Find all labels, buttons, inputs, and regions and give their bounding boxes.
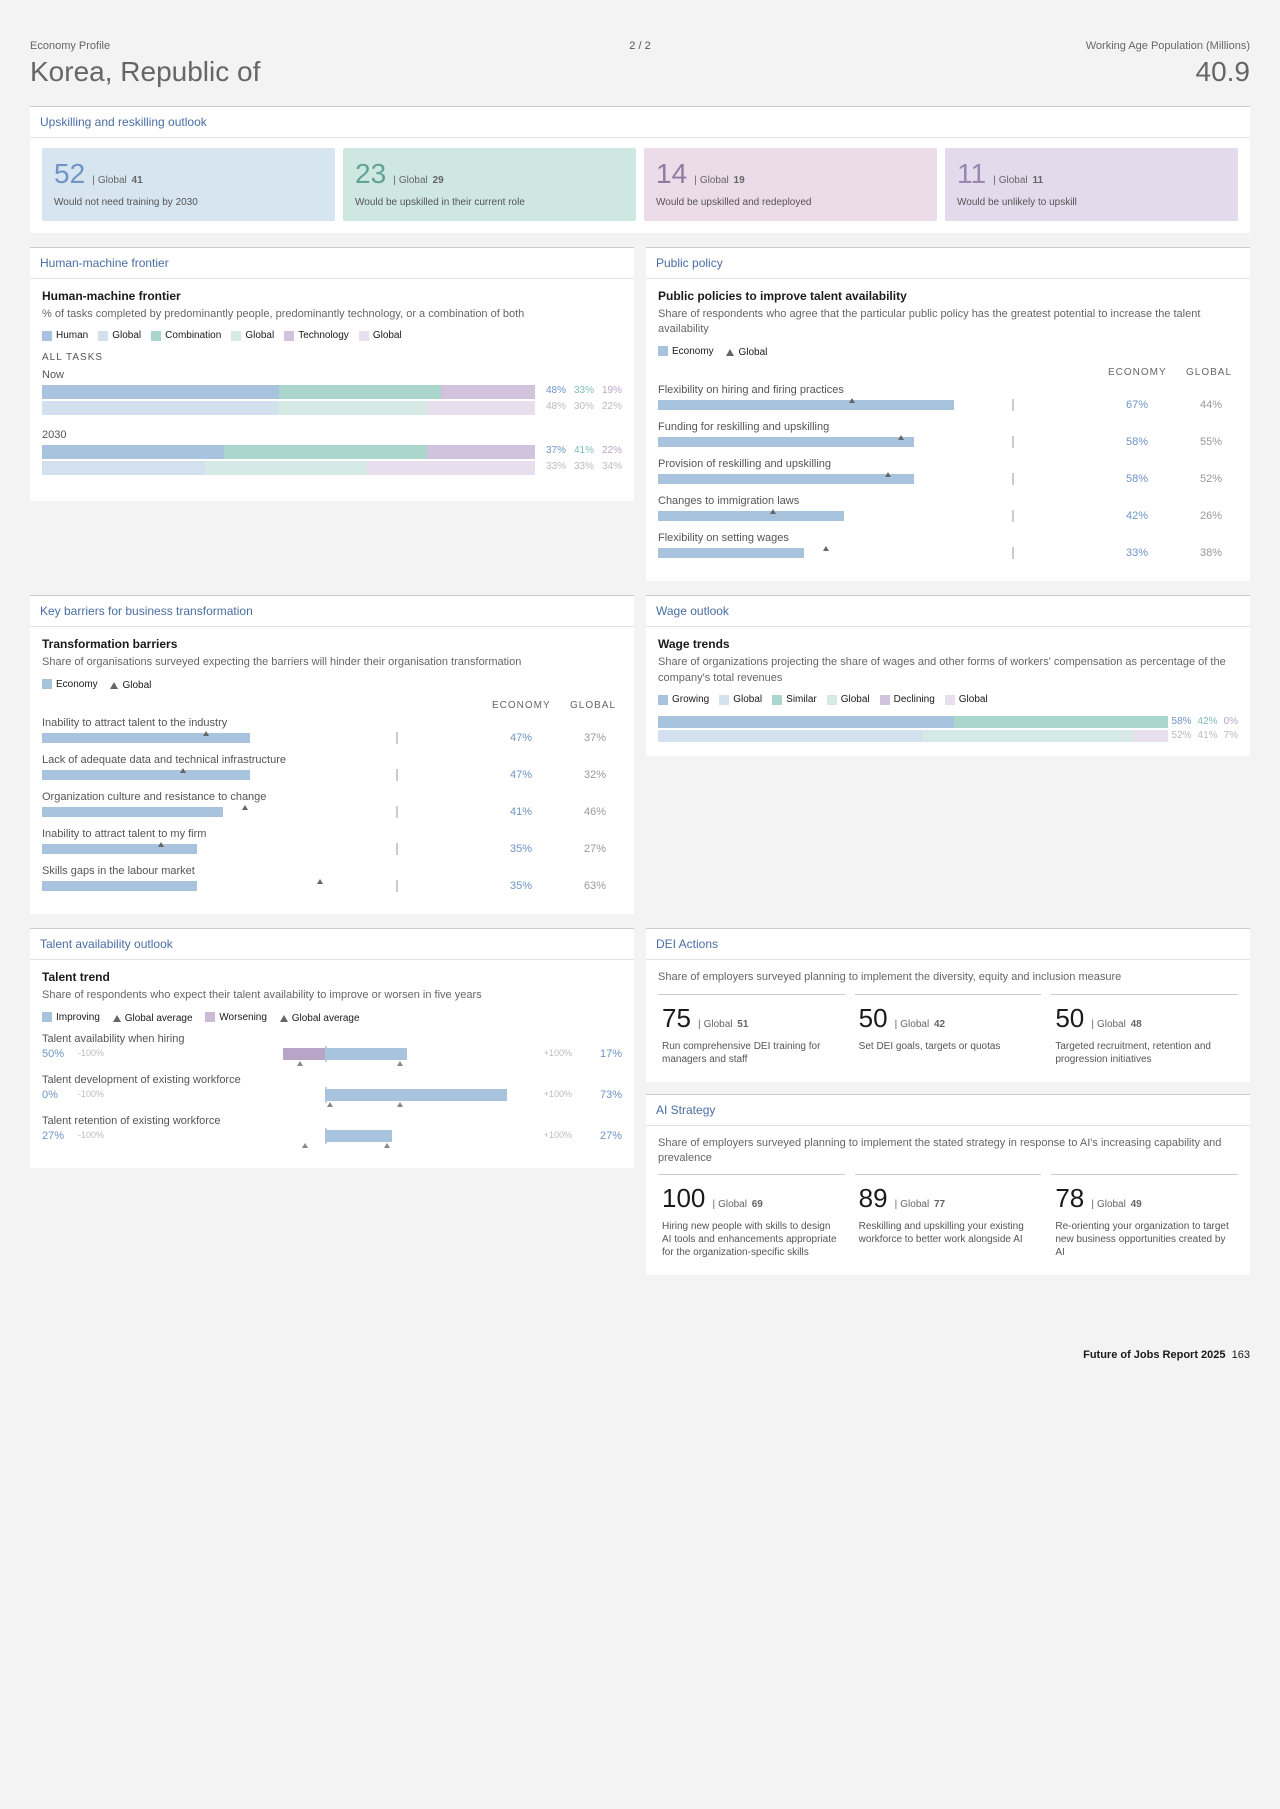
policy-legend: Economy Global	[658, 346, 1238, 360]
stat-box: 100 |Global 69 Hiring new people with sk…	[658, 1174, 845, 1263]
profile-label: Economy Profile	[30, 40, 629, 52]
stat-box: 52 |Global 41 Would not need training by…	[42, 148, 335, 221]
barriers-legend: Economy Global	[42, 679, 622, 693]
talent-legend-impr: Improving	[56, 1012, 100, 1023]
footer-page: 163	[1232, 1349, 1250, 1361]
talent-legend-wors-g: Global average	[292, 1013, 360, 1024]
talent-legend-wors: Worsening	[219, 1012, 267, 1023]
talent-heading: Talent trend	[42, 970, 622, 984]
stat-box: 11 |Global 11 Would be unlikely to upski…	[945, 148, 1238, 221]
dei-stat-row: 75 |Global 51 Run comprehensive DEI trai…	[658, 994, 1238, 1070]
section-hmf-title: Human-machine frontier	[30, 247, 634, 278]
hmf-chart: Now48%33%19%48%30%22%203037%41%22%33%33%…	[42, 369, 622, 475]
upskill-stat-row: 52 |Global 41 Would not need training by…	[42, 148, 1238, 221]
section-ai-title: AI Strategy	[646, 1094, 1250, 1125]
wage-heading: Wage trends	[658, 637, 1238, 651]
page-title: Korea, Republic of	[30, 56, 629, 88]
wage-chart: 58%42%0%52%41%7%	[658, 716, 1238, 742]
policy-sub: Share of respondents who agree that the …	[658, 307, 1238, 338]
wap-label: Working Age Population (Millions)	[651, 40, 1250, 52]
section-dei-title: DEI Actions	[646, 928, 1250, 959]
barriers-heading: Transformation barriers	[42, 637, 622, 651]
barriers-sub: Share of organisations surveyed expectin…	[42, 655, 622, 670]
section-barriers-title: Key barriers for business transformation	[30, 595, 634, 626]
wap-value: 40.9	[651, 56, 1250, 88]
ai-sub: Share of employers surveyed planning to …	[658, 1136, 1238, 1167]
policy-rows: Flexibility on hiring and firing practic…	[658, 384, 1238, 559]
policy-legend-glo: Global	[738, 347, 767, 358]
stat-box: 78 |Global 49 Re-orienting your organiza…	[1051, 1174, 1238, 1263]
header: Economy Profile Korea, Republic of 2 / 2…	[30, 40, 1250, 88]
page-indicator: 2 / 2	[629, 40, 650, 52]
footer-report: Future of Jobs Report 2025	[1083, 1349, 1225, 1361]
ai-stat-row: 100 |Global 69 Hiring new people with sk…	[658, 1174, 1238, 1263]
stat-box: 50 |Global 48 Targeted recruitment, rete…	[1051, 994, 1238, 1070]
section-upskill-title: Upskilling and reskilling outlook	[30, 106, 1250, 137]
barriers-table-head: ECONOMYGLOBAL	[42, 700, 622, 711]
stat-box: 23 |Global 29 Would be upskilled in thei…	[343, 148, 636, 221]
hmf-sub: % of tasks completed by predominantly pe…	[42, 307, 622, 322]
footer: Future of Jobs Report 2025 163	[0, 1329, 1280, 1381]
hmf-alltasks: ALL TASKS	[42, 352, 622, 363]
stat-box: 14 |Global 19 Would be upskilled and red…	[644, 148, 937, 221]
stat-box: 75 |Global 51 Run comprehensive DEI trai…	[658, 994, 845, 1070]
policy-heading: Public policies to improve talent availa…	[658, 289, 1238, 303]
section-wage-title: Wage outlook	[646, 595, 1250, 626]
policy-table-head: ECONOMYGLOBAL	[658, 367, 1238, 378]
section-talent-title: Talent availability outlook	[30, 928, 634, 959]
policy-legend-eco: Economy	[672, 346, 714, 357]
hmf-heading: Human-machine frontier	[42, 289, 622, 303]
talent-legend: Improving Global average Worsening Globa…	[42, 1012, 622, 1026]
wage-sub: Share of organizations projecting the sh…	[658, 655, 1238, 686]
talent-rows: Talent availability when hiring50%-100% …	[42, 1033, 622, 1142]
stat-box: 89 |Global 77 Reskilling and upskilling …	[855, 1174, 1042, 1263]
hmf-legend: HumanGlobalCombinationGlobalTechnologyGl…	[42, 330, 622, 344]
barriers-rows: Inability to attract talent to the indus…	[42, 717, 622, 892]
stat-box: 50 |Global 42 Set DEI goals, targets or …	[855, 994, 1042, 1070]
talent-legend-impr-g: Global average	[125, 1013, 193, 1024]
wage-legend: GrowingGlobalSimilarGlobalDecliningGloba…	[658, 694, 1238, 708]
barriers-legend-glo: Global	[122, 680, 151, 691]
dei-sub: Share of employers surveyed planning to …	[658, 970, 1238, 985]
section-policy-title: Public policy	[646, 247, 1250, 278]
talent-sub: Share of respondents who expect their ta…	[42, 988, 622, 1003]
barriers-legend-eco: Economy	[56, 679, 98, 690]
